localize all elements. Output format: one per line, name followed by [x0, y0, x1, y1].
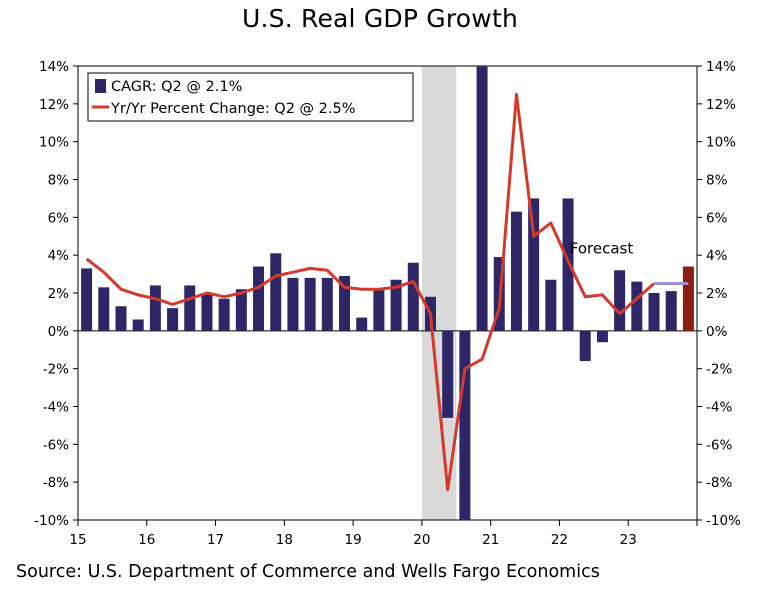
source-note: Source: U.S. Department of Commerce and …	[16, 562, 600, 582]
cagr-bar	[253, 266, 265, 331]
cagr-bar	[390, 279, 402, 331]
cagr-bar	[201, 293, 213, 331]
cagr-bar	[631, 281, 643, 331]
y-tick-label-left: 8%	[48, 173, 70, 189]
cagr-bar	[218, 298, 230, 331]
y-tick-label-right: 14%	[706, 59, 736, 75]
cagr-bar	[339, 275, 351, 331]
annotations: Forecast	[570, 239, 634, 257]
y-tick-label-right: 2%	[706, 286, 728, 302]
cagr-bar	[270, 253, 282, 331]
y-tick-label-left: 12%	[39, 97, 69, 113]
y-tick-label-right: -8%	[706, 475, 732, 491]
cagr-bars	[81, 66, 694, 520]
chart-title: U.S. Real GDP Growth	[242, 4, 518, 33]
x-tick-label: 21	[482, 532, 499, 548]
y-tick-label-right: -10%	[706, 513, 741, 529]
cagr-bar	[115, 306, 127, 331]
cagr-bar	[510, 211, 522, 331]
y-tick-label-right: 10%	[706, 135, 736, 151]
cagr-bar	[665, 291, 677, 331]
cagr-bar	[356, 317, 368, 331]
cagr-bar	[167, 308, 179, 331]
y-tick-label-left: -10%	[34, 513, 69, 529]
x-tick-label: 15	[69, 532, 86, 548]
forecast-bar	[682, 266, 694, 331]
y-tick-label-right: -4%	[706, 400, 732, 416]
legend: CAGR: Q2 @ 2.1% Yr/Yr Percent Change: Q2 …	[87, 72, 414, 122]
x-tick-label: 19	[345, 532, 362, 548]
cagr-bar	[304, 277, 316, 331]
cagr-bar	[132, 319, 144, 331]
y-tick-label-right: 0%	[706, 324, 728, 340]
y-tick-label-left: -2%	[43, 362, 69, 378]
legend-label-yoy: Yr/Yr Percent Change: Q2 @ 2.5%	[110, 101, 356, 117]
legend-label-cagr: CAGR: Q2 @ 2.1%	[111, 79, 242, 95]
cagr-bar	[321, 277, 333, 331]
cagr-bar	[614, 270, 626, 331]
x-tick-label: 16	[138, 532, 155, 548]
cagr-bar	[442, 330, 454, 418]
y-tick-label-left: 10%	[39, 135, 69, 151]
x-tick-label: 22	[551, 532, 568, 548]
y-tick-label-right: 4%	[706, 248, 728, 264]
x-tick-label: 23	[620, 532, 637, 548]
y-tick-label-right: 6%	[706, 210, 728, 226]
yoy-line	[85, 92, 655, 492]
legend-swatch-bar	[95, 79, 106, 93]
y-tick-label-right: 8%	[706, 173, 728, 189]
cagr-bar	[562, 198, 574, 331]
cagr-bar	[476, 66, 488, 331]
axes: -10% -10% -8% -8% -6% -6% -4% -4% -2% -2% 0% 0% 2% 2%…	[34, 59, 741, 548]
cagr-bar	[407, 262, 419, 331]
y-tick-label-left: 6%	[48, 210, 70, 226]
legend-box	[87, 72, 414, 122]
y-tick-label-left: 14%	[39, 59, 69, 75]
cagr-bar	[81, 268, 93, 331]
y-tick-label-left: 2%	[48, 286, 70, 302]
y-tick-label-left: -6%	[43, 437, 69, 453]
y-tick-label-left: 4%	[48, 248, 70, 264]
cagr-bar	[149, 285, 161, 331]
recession-shading	[421, 66, 457, 520]
y-tick-label-right: -2%	[706, 362, 732, 378]
x-tick-label: 18	[276, 532, 293, 548]
cagr-bar	[98, 287, 110, 331]
cagr-bar	[596, 330, 608, 343]
cagr-bar	[235, 289, 247, 331]
y-tick-label-left: -4%	[43, 400, 69, 416]
y-tick-label-left: -8%	[43, 475, 69, 491]
x-tick-label: 17	[207, 532, 224, 548]
y-tick-label-right: 12%	[706, 97, 736, 113]
plot-frame	[77, 65, 698, 521]
cagr-bar	[545, 279, 557, 331]
yoy-lines	[85, 92, 689, 492]
cagr-bar	[459, 330, 471, 520]
cagr-bar	[579, 330, 591, 362]
x-tick-label: 20	[413, 532, 430, 548]
y-tick-label-left: 0%	[48, 324, 70, 340]
cagr-bar	[528, 198, 540, 331]
y-tick-label-right: -6%	[706, 437, 732, 453]
cagr-bar	[184, 285, 196, 331]
cagr-bar	[373, 289, 385, 331]
forecast-annotation: Forecast	[570, 239, 634, 257]
cagr-bar	[287, 277, 299, 331]
cagr-bar	[648, 293, 660, 331]
